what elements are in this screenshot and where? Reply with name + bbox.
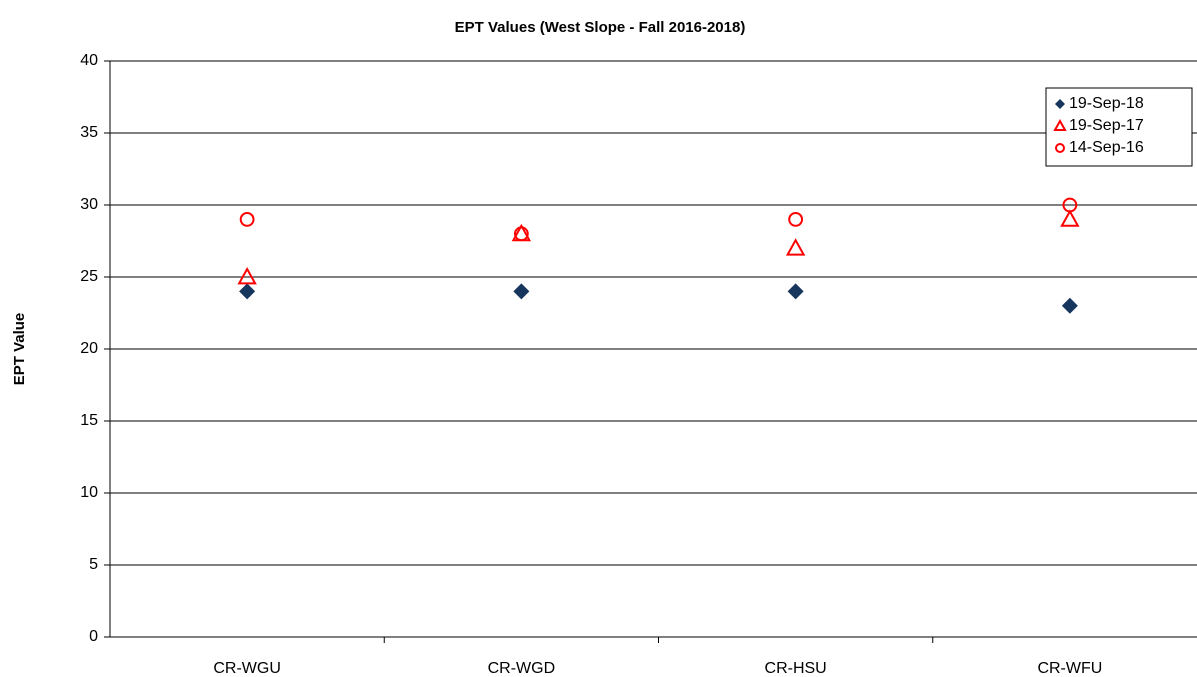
y-tick-label: 35 xyxy=(80,124,98,141)
point xyxy=(239,283,256,300)
x-tick-label: CR-HSU xyxy=(765,660,827,677)
legend-label: 19-Sep-18 xyxy=(1069,95,1144,112)
point xyxy=(1062,197,1078,213)
legend-label: 19-Sep-17 xyxy=(1069,117,1144,134)
legend-box xyxy=(1045,87,1193,167)
legend-label: 14-Sep-16 xyxy=(1069,139,1144,156)
point xyxy=(513,283,530,300)
y-axis-label: EPT Value xyxy=(11,313,28,386)
point xyxy=(1061,297,1078,314)
y-tick-label: 30 xyxy=(80,196,98,213)
x-tick-label: CR-WFU xyxy=(1037,660,1102,677)
point xyxy=(788,212,804,227)
x-tick-label: CR-WGU xyxy=(213,660,281,677)
point xyxy=(239,212,255,227)
y-tick-label: 5 xyxy=(89,556,98,573)
legend-marker xyxy=(1053,118,1067,131)
y-tick-label: 25 xyxy=(80,268,98,285)
chart-title: EPT Values (West Slope - Fall 2016-2018) xyxy=(455,19,746,36)
legend-marker xyxy=(1055,99,1065,109)
point xyxy=(787,283,804,300)
point xyxy=(237,266,257,285)
y-tick-label: 10 xyxy=(80,484,98,501)
y-tick-label: 0 xyxy=(89,628,98,645)
y-tick-label: 15 xyxy=(80,412,98,429)
legend-marker xyxy=(1055,143,1065,153)
point xyxy=(785,238,806,256)
point xyxy=(1060,209,1080,227)
x-tick-label: CR-WGD xyxy=(488,660,556,677)
point xyxy=(513,226,529,242)
y-tick-label: 20 xyxy=(80,340,98,357)
y-tick-label: 40 xyxy=(80,52,98,69)
